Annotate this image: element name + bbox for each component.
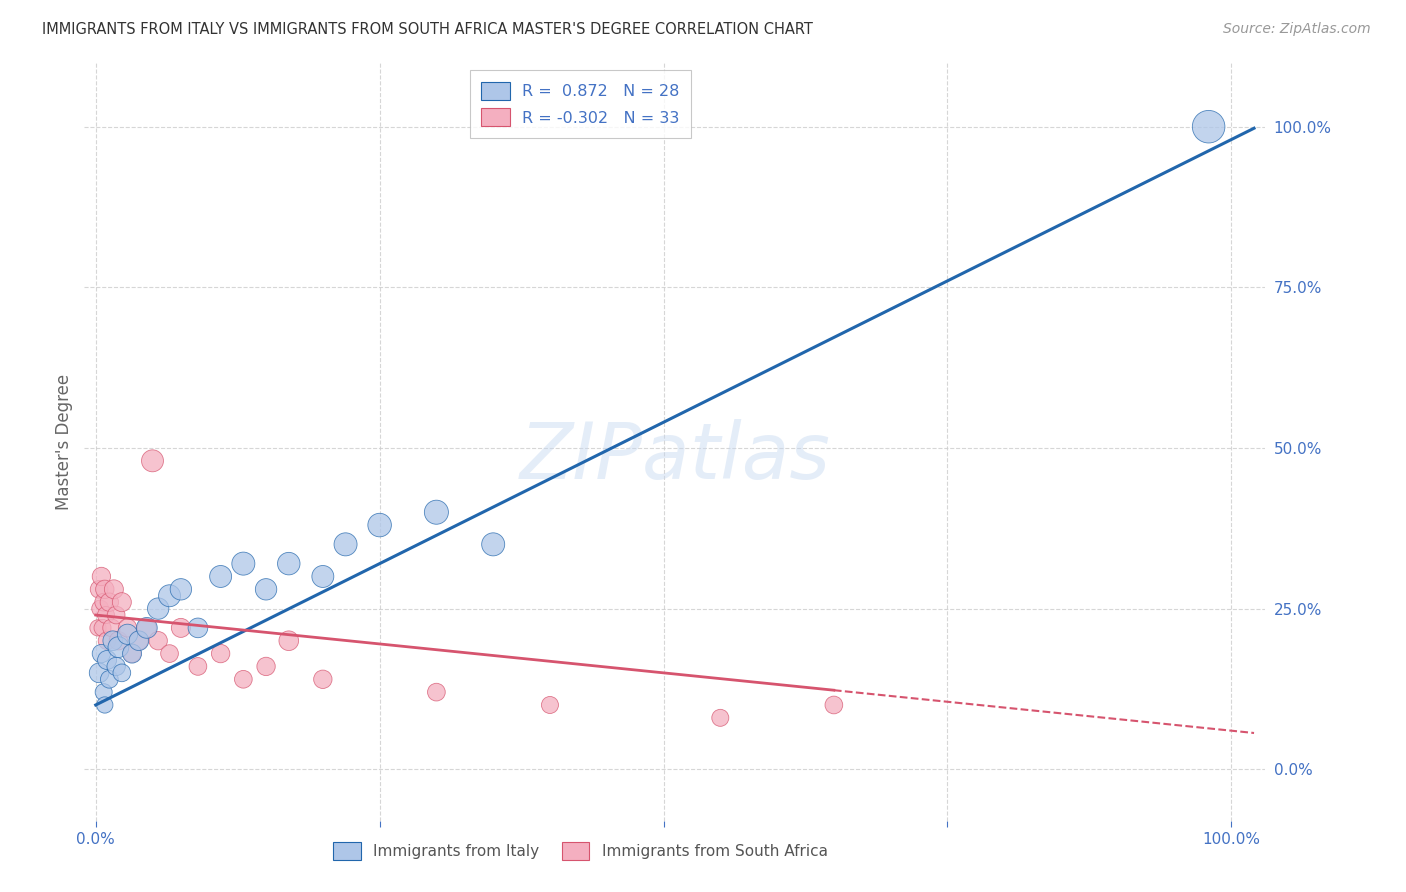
Point: [254, 582, 277, 597]
Point: [170, 621, 193, 635]
Point: [94, 607, 117, 622]
Point: [94, 582, 117, 597]
Point: [187, 659, 209, 673]
Point: [209, 647, 232, 661]
Legend: Immigrants from Italy, Immigrants from South Africa: Immigrants from Italy, Immigrants from S…: [328, 836, 834, 866]
Point: [425, 505, 447, 519]
Point: [91, 621, 114, 635]
Point: [335, 537, 357, 551]
Text: ZIPatlas: ZIPatlas: [519, 418, 831, 495]
Point: [187, 621, 209, 635]
Point: [148, 633, 170, 648]
Point: [232, 673, 254, 687]
Y-axis label: Master's Degree: Master's Degree: [55, 374, 73, 509]
Point: [277, 557, 299, 571]
Point: [128, 633, 150, 648]
Point: [96, 633, 118, 648]
Point: [121, 647, 143, 661]
Point: [96, 653, 118, 667]
Point: [117, 621, 139, 635]
Point: [111, 595, 134, 609]
Point: [117, 627, 139, 641]
Point: [538, 698, 561, 712]
Point: [277, 633, 299, 648]
Point: [823, 698, 845, 712]
Point: [93, 685, 115, 699]
Point: [87, 665, 111, 680]
Text: IMMIGRANTS FROM ITALY VS IMMIGRANTS FROM SOUTH AFRICA MASTER'S DEGREE CORRELATIO: IMMIGRANTS FROM ITALY VS IMMIGRANTS FROM…: [42, 22, 813, 37]
Point: [135, 621, 157, 635]
Point: [101, 633, 124, 648]
Point: [312, 569, 335, 583]
Point: [94, 698, 117, 712]
Point: [107, 633, 129, 648]
Point: [159, 589, 181, 603]
Point: [107, 640, 129, 655]
Point: [141, 454, 163, 468]
Point: [135, 621, 157, 635]
Point: [170, 582, 193, 597]
Point: [312, 673, 335, 687]
Point: [105, 607, 128, 622]
Point: [482, 537, 505, 551]
Point: [89, 601, 111, 615]
Point: [1198, 120, 1220, 134]
Point: [103, 582, 125, 597]
Point: [87, 582, 111, 597]
Point: [98, 595, 121, 609]
Point: [105, 659, 128, 673]
Point: [254, 659, 277, 673]
Point: [232, 557, 254, 571]
Point: [121, 647, 143, 661]
Point: [128, 633, 150, 648]
Point: [98, 673, 121, 687]
Point: [100, 621, 122, 635]
Point: [148, 601, 170, 615]
Point: [90, 647, 112, 661]
Point: [425, 685, 447, 699]
Point: [90, 569, 112, 583]
Point: [93, 595, 115, 609]
Point: [368, 518, 391, 533]
Point: [209, 569, 232, 583]
Point: [111, 665, 134, 680]
Point: [159, 647, 181, 661]
Point: [87, 621, 110, 635]
Text: Source: ZipAtlas.com: Source: ZipAtlas.com: [1223, 22, 1371, 37]
Point: [709, 711, 731, 725]
